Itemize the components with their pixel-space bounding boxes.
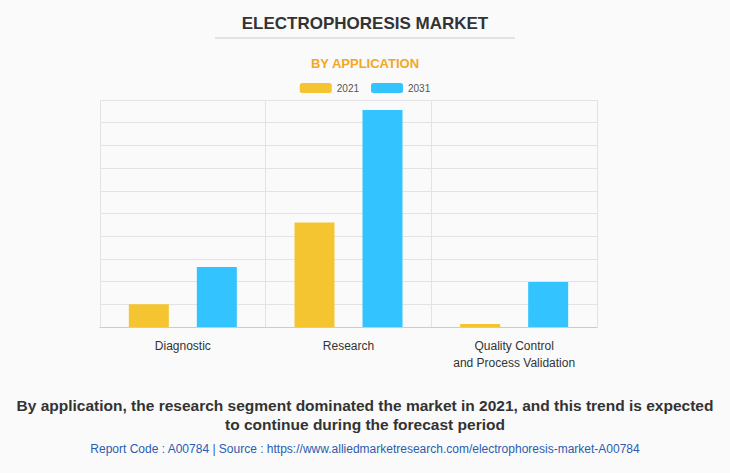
svg-text:ELECTROPHORESIS MARKET: ELECTROPHORESIS MARKET (242, 14, 489, 33)
svg-text:Research: Research (323, 339, 374, 353)
svg-text:2021: 2021 (337, 83, 360, 94)
svg-text:Diagnostic: Diagnostic (155, 339, 211, 353)
html-text:Report Code : A00784 | Source: Report Code : A00784 | Source : https://… (90, 442, 640, 456)
svg-text:BY APPLICATION: BY APPLICATION (311, 56, 419, 71)
html-text:By application, the research s: By application, the research segment dom… (16, 397, 714, 433)
svg-text:Quality Control: Quality Control (474, 339, 553, 353)
svg-text:and Process Validation: and Process Validation (453, 356, 575, 370)
svg-text:2031: 2031 (408, 83, 431, 94)
